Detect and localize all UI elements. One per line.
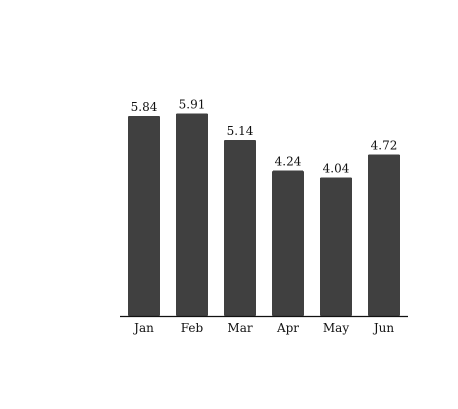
bar-jan <box>128 115 160 317</box>
value-label-jan: 5.84 <box>131 100 158 114</box>
x-tick-label-feb: Feb <box>181 321 204 335</box>
value-labels: 5.84 5.91 5.14 4.24 4.04 4.72 <box>131 98 398 176</box>
value-label-apr: 4.24 <box>275 155 302 169</box>
bar-mar <box>224 139 256 316</box>
x-tick-label-jan: Jan <box>132 321 154 335</box>
value-label-mar: 5.14 <box>227 124 254 138</box>
bars-group <box>128 113 400 317</box>
bar-may <box>320 177 352 316</box>
bar-feb <box>176 113 208 316</box>
x-tick-label-jun: Jun <box>372 321 395 335</box>
value-label-feb: 5.91 <box>179 98 206 112</box>
bar-jun <box>368 154 400 316</box>
x-tick-label-may: May <box>323 321 349 335</box>
x-tick-label-mar: Mar <box>227 321 252 335</box>
value-label-jun: 4.72 <box>371 138 398 152</box>
x-tick-labels: Jan Feb Mar Apr May Jun <box>132 321 394 335</box>
x-tick-label-apr: Apr <box>276 321 299 335</box>
value-label-may: 4.04 <box>323 162 350 176</box>
bar-apr <box>272 170 304 316</box>
